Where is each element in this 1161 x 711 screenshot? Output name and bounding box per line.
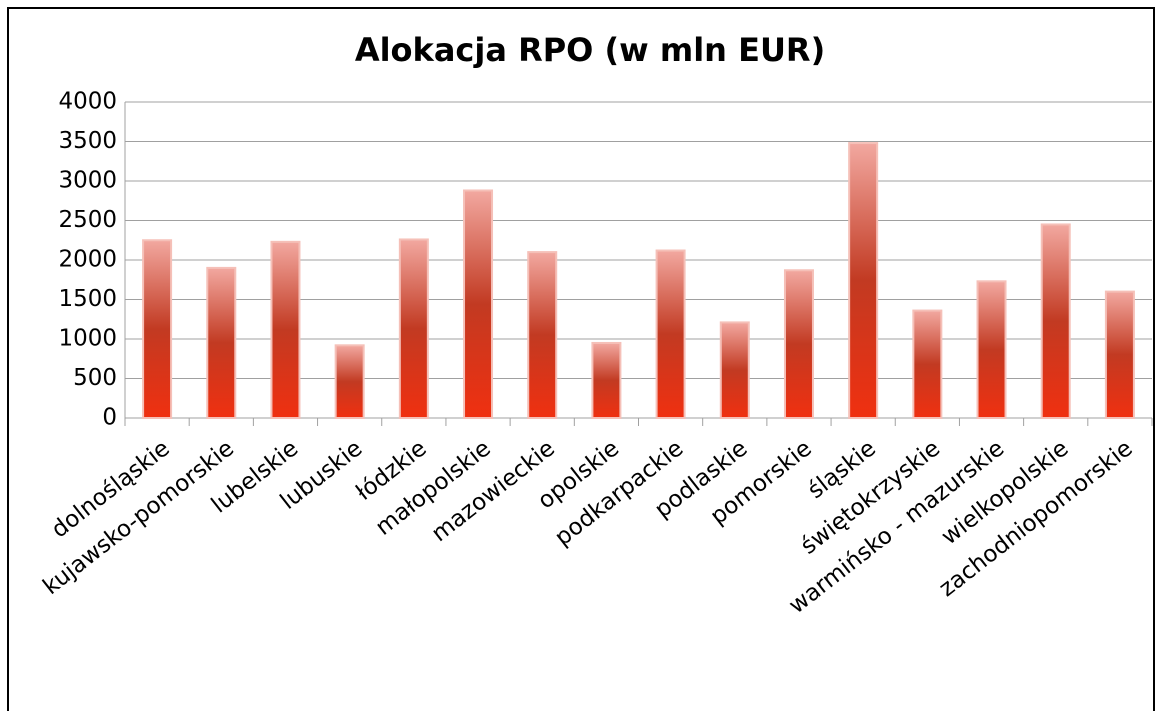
y-tick-label: 500 <box>73 365 117 391</box>
chart-frame <box>7 7 1155 711</box>
y-tick-label: 2000 <box>58 247 117 273</box>
bar <box>206 266 237 419</box>
y-tick-label: 1000 <box>58 326 117 352</box>
bar <box>591 341 622 420</box>
bar <box>1040 223 1071 419</box>
bar <box>719 321 750 419</box>
bar <box>142 239 173 419</box>
bar <box>976 280 1007 419</box>
y-tick-label: 2500 <box>58 207 117 233</box>
chart-title: Alokacja RPO (w mln EUR) <box>355 31 825 69</box>
y-tick-label: 1500 <box>58 286 117 312</box>
y-tick-label: 3500 <box>58 128 117 154</box>
bar <box>463 189 494 419</box>
bar <box>655 249 686 419</box>
bar <box>270 240 301 419</box>
y-tick-label: 3000 <box>58 168 117 194</box>
bar <box>334 344 365 420</box>
bar <box>848 142 879 420</box>
bar <box>912 309 943 419</box>
bar <box>1104 290 1135 420</box>
bar <box>527 251 558 419</box>
y-tick-label: 0 <box>102 405 117 431</box>
bar <box>783 269 814 419</box>
bar <box>398 238 429 419</box>
y-tick-label: 4000 <box>58 89 117 115</box>
